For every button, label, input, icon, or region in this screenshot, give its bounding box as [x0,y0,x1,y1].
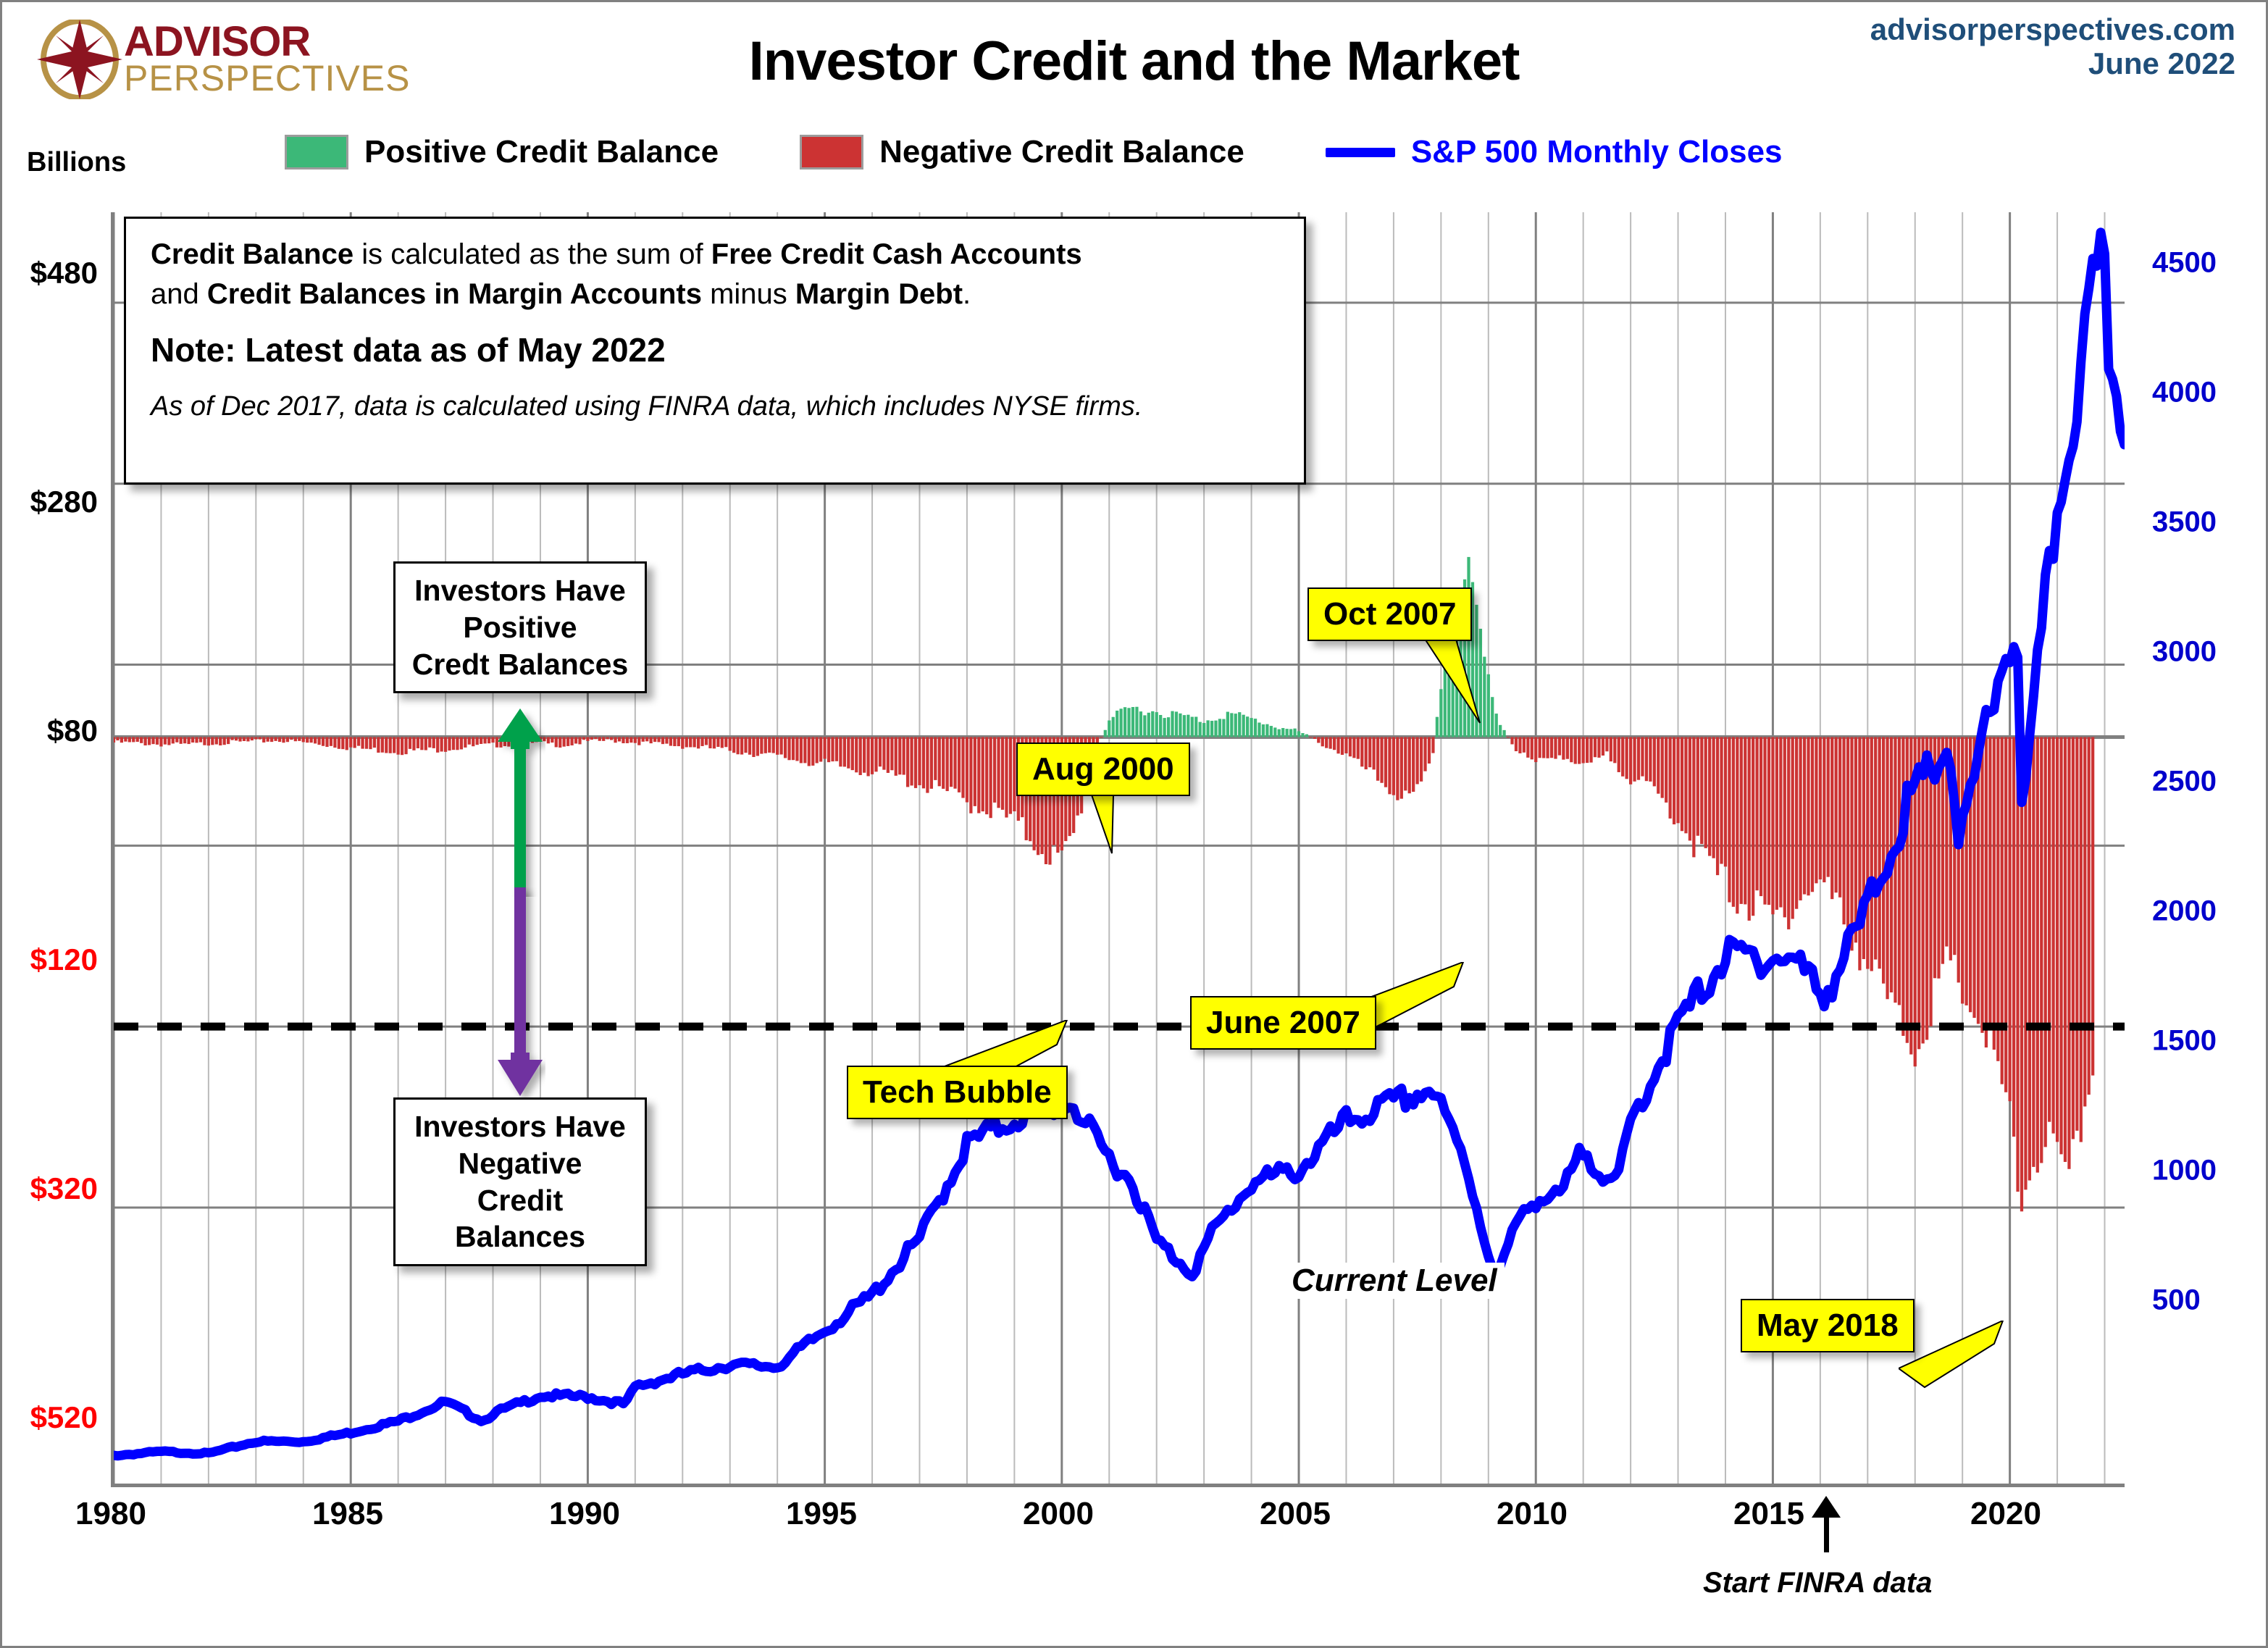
info-text-2e: . [963,278,971,311]
right-axis: 4500 4000 3500 3000 2500 2000 1500 1000 … [2152,212,2268,1487]
down-arrow-icon [498,887,543,1096]
right-axis-tick-2500: 2500 [2152,765,2217,798]
positive-credit-annotation-box: Investors Have Positive Credt Balances [393,561,647,694]
chart-title: Investor Credit and the Market [748,30,1520,92]
positive-box-line-3: Credt Balances [411,647,629,681]
callout-may-2018: May 2018 [1741,1299,1915,1352]
advisor-perspectives-logo: ADVISOR PERSPECTIVES [37,18,409,101]
left-axis-tick-neg520: $520 [30,1400,98,1434]
info-text-1b: is calculated as the sum of [353,238,711,270]
x-tick-2000: 2000 [1023,1496,1094,1531]
right-axis-tick-3500: 3500 [2152,506,2217,538]
callout-aug-2000: Aug 2000 [1016,743,1190,796]
legend-label-sp500: S&P 500 Monthly Closes [1410,134,1783,170]
compass-star-icon [37,18,122,101]
finra-start-label: Start FINRA data [1703,1567,1933,1599]
axis-unit-label: Billions [27,147,127,177]
logo-name-bottom: PERSPECTIVES [124,58,411,99]
positive-box-line-2: Positive [463,610,577,644]
site-url: advisorperspectives.com [1870,12,2235,46]
x-tick-1980: 1980 [75,1496,146,1531]
logo-name-top: ADVISOR [124,18,311,65]
info-term-credit-balance: Credit Balance [151,238,354,270]
info-note-finra: As of Dec 2017, data is calculated using… [151,391,1143,422]
site-info: advisorperspectives.com June 2022 [1870,12,2235,80]
info-text-2a: and [151,278,207,311]
callout-june-2007: June 2007 [1190,996,1376,1050]
right-axis-tick-1000: 1000 [2152,1154,2217,1187]
x-tick-2010: 2010 [1497,1496,1568,1531]
legend-item-sp500: S&P 500 Monthly Closes [1325,134,1783,170]
info-line-2: and Credit Balances in Margin Accounts m… [151,275,1279,314]
info-term-margin-accounts: Credit Balances in Margin Accounts [206,278,702,311]
legend-item-negative: Negative Credit Balance [800,134,1244,170]
legend-swatch-negative [800,135,864,170]
x-tick-1995: 1995 [786,1496,857,1531]
callout-leader-may2018 [1899,1321,2004,1389]
callout-oct-2007: Oct 2007 [1307,587,1473,641]
info-note-latest-data: Note: Latest data as of May 2022 [151,331,666,369]
legend-item-positive: Positive Credit Balance [285,134,719,170]
report-date: June 2022 [2088,46,2235,81]
left-axis-tick-neg320: $320 [30,1171,98,1205]
legend-label-positive: Positive Credit Balance [364,134,719,170]
negative-credit-annotation-box: Investors Have Negative Credit Balances [393,1097,647,1267]
finra-start-arrow-icon [1812,1496,1841,1552]
right-axis-tick-4500: 4500 [2152,246,2217,279]
negative-box-line-3: Credit Balances [454,1183,586,1254]
callout-tech-bubble: Tech Bubble [847,1066,1068,1119]
x-tick-1985: 1985 [312,1496,383,1531]
legend-swatch-positive [285,135,348,170]
legend-line-sp500 [1325,147,1395,157]
info-term-margin-debt: Margin Debt [795,278,963,311]
right-axis-tick-500: 500 [2152,1284,2201,1316]
left-axis-tick-neg120: $120 [30,942,98,976]
right-axis-tick-2000: 2000 [2152,895,2217,927]
x-tick-2015: 2015 [1733,1496,1804,1531]
right-axis-tick-3000: 3000 [2152,635,2217,668]
negative-box-line-1: Investors Have [414,1110,626,1143]
sp500-line [114,227,2125,1461]
credit-balance-info-box: Credit Balance is calculated as the sum … [124,217,1306,485]
left-axis-tick-480: $480 [30,256,98,290]
x-tick-2020: 2020 [1970,1496,2041,1531]
info-line-1: Credit Balance is calculated as the sum … [151,235,1279,275]
current-level-label: Current Level [1284,1263,1505,1299]
right-axis-tick-1500: 1500 [2152,1024,2217,1057]
left-axis-tick-280: $280 [30,485,98,519]
x-tick-1990: 1990 [549,1496,620,1531]
right-axis-tick-4000: 4000 [2152,376,2217,409]
info-text-2c: minus [701,278,795,311]
legend-label-negative: Negative Credit Balance [879,134,1244,170]
negative-box-line-2: Negative [458,1146,582,1180]
x-axis: 1980 1985 1990 1995 2000 2005 2010 2015 … [75,1496,2125,1547]
positive-box-line-1: Investors Have [414,574,626,607]
left-axis-tick-80: $80 [46,714,98,748]
chart-legend: Positive Credit Balance Negative Credit … [285,134,1783,170]
info-term-free-credit: Free Credit Cash Accounts [711,238,1082,270]
left-axis: $480 $280 $80 $120 $320 $520 [2,212,98,1487]
x-tick-2005: 2005 [1260,1496,1331,1531]
up-arrow-icon [498,708,543,897]
